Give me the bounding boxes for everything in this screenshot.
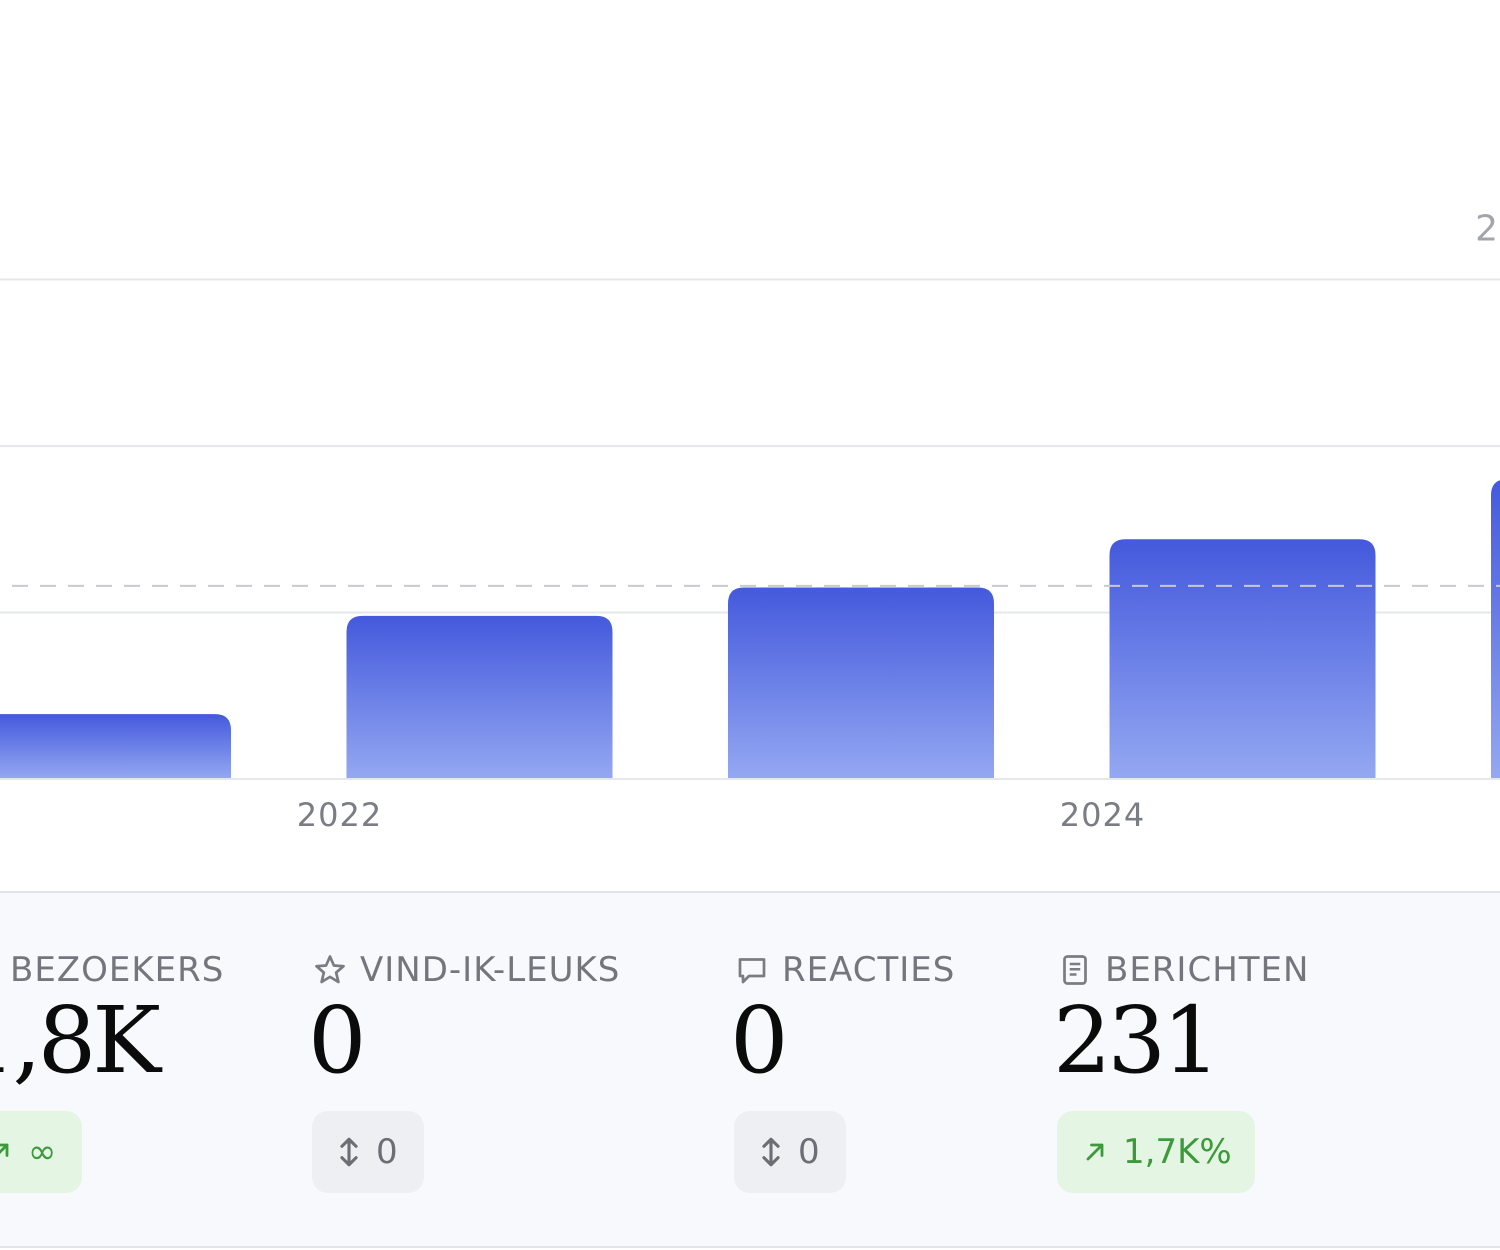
yearly-bar-chart: 2022 2024 2 bbox=[0, 209, 1500, 834]
stat-posts-value: 231 bbox=[1053, 987, 1221, 1094]
up-down-arrow-icon bbox=[336, 1135, 362, 1169]
star-icon bbox=[312, 952, 348, 988]
stat-posts-label: BERICHTEN bbox=[1105, 950, 1310, 990]
arrow-up-right-icon bbox=[1081, 1138, 1109, 1166]
stat-posts-change-badge: 1,7K% bbox=[1057, 1111, 1255, 1193]
y-tick-label: 2 bbox=[1475, 209, 1498, 250]
bar-2024 bbox=[1109, 539, 1376, 779]
stat-visitors-value: 1,8K bbox=[0, 987, 161, 1094]
stat-likes-label: VIND-IK-LEUKS bbox=[360, 950, 621, 990]
x-tick-label: 2024 bbox=[1060, 796, 1145, 834]
comment-icon bbox=[734, 952, 770, 988]
arrow-up-right-icon bbox=[0, 1138, 14, 1166]
stat-comments-change: 0 bbox=[798, 1132, 820, 1172]
stat-likes-change: 0 bbox=[376, 1132, 398, 1172]
stat-likes-label-row: VIND-IK-LEUKS bbox=[312, 949, 620, 991]
stat-likes-value: 0 bbox=[308, 987, 367, 1094]
stat-posts-change: 1,7K% bbox=[1123, 1132, 1232, 1172]
stat-visitors-change-badge: ∞ bbox=[0, 1111, 82, 1193]
stat-visitors-label-row: BEZOEKERS bbox=[0, 949, 224, 991]
stat-comments-label-row: REACTIES bbox=[734, 949, 955, 991]
stat-comments-value: 0 bbox=[730, 987, 789, 1094]
stat-comments-change-badge: 0 bbox=[734, 1111, 846, 1193]
bar-2021 bbox=[0, 714, 231, 779]
stat-posts-label-row: BERICHTEN bbox=[1057, 949, 1309, 991]
document-icon bbox=[1057, 952, 1093, 988]
stat-visitors-label: BEZOEKERS bbox=[10, 950, 225, 990]
stat-likes-change-badge: 0 bbox=[312, 1111, 424, 1193]
bar-2025 bbox=[1491, 480, 1500, 779]
stats-panel: BEZOEKERS 1,8K ∞ VIND-IK-LEUKS 0 bbox=[0, 891, 1500, 1248]
bar-2023 bbox=[728, 587, 994, 779]
stat-comments-label: REACTIES bbox=[782, 950, 956, 990]
chart-canvas: 2022 2024 2 bbox=[0, 209, 1500, 834]
stat-visitors-change: ∞ bbox=[28, 1132, 57, 1172]
up-down-arrow-icon bbox=[758, 1135, 784, 1169]
bar-2022 bbox=[346, 615, 613, 779]
x-tick-label: 2022 bbox=[297, 796, 382, 834]
bottom-divider bbox=[0, 1246, 1500, 1248]
